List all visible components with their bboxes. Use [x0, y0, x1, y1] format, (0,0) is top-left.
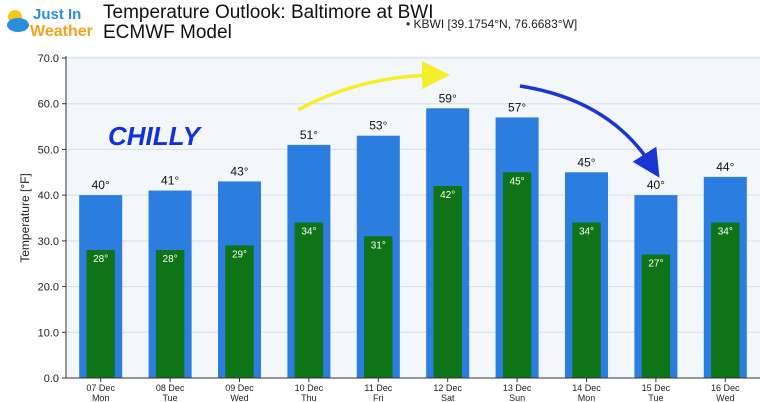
- x-tick-date: 08 Dec: [156, 383, 185, 393]
- x-tick-day: Sun: [509, 393, 525, 402]
- high-value-label: 41°: [161, 174, 179, 188]
- low-bar: [225, 245, 254, 378]
- blue-arrow: [519, 84, 660, 178]
- low-value-label: 28°: [163, 254, 178, 265]
- low-bar: [641, 254, 671, 378]
- x-tick-day: Tue: [163, 393, 178, 402]
- chart-subtitle: ECMWF Model: [103, 22, 232, 43]
- low-value-label: 45°: [510, 176, 525, 187]
- high-value-label: 51°: [300, 128, 318, 142]
- y-tick-label: 20.0: [38, 282, 59, 294]
- low-value-label: 29°: [232, 249, 247, 260]
- logo-text-line2: Weather: [30, 23, 93, 39]
- low-value-label: 31°: [371, 240, 386, 251]
- station-text: KBWI [39.1754°N, 76.6683°W]: [413, 17, 578, 31]
- y-axis-ticks: 0.0 10.0 20.0 30.0 40.0 50.0 60.0 70.0: [38, 53, 66, 385]
- cloud-icon: [7, 18, 29, 32]
- x-tick-day: Thu: [301, 393, 317, 402]
- low-value-label: 34°: [718, 227, 733, 238]
- x-tick-date: 14 Dec: [572, 383, 601, 393]
- station-label: • KBWI [39.1754°N, 76.6683°W]: [406, 17, 578, 31]
- high-value-label: 40°: [647, 178, 665, 192]
- low-bar: [86, 250, 115, 378]
- low-value-label: 28°: [93, 254, 108, 265]
- x-tick-date: 13 Dec: [503, 383, 532, 393]
- high-labels: 40° 41° 43° 51° 53° 59° 57° 45° 40° 44°: [92, 91, 735, 192]
- chart-title: Temperature Outlook: Baltimore at BWI: [103, 2, 434, 23]
- low-bar: [155, 250, 185, 378]
- low-labels: 28° 28° 29° 34° 31° 42° 45° 34° 27° 34°: [93, 176, 733, 269]
- low-bar: [433, 186, 462, 378]
- low-value-label: 27°: [648, 259, 663, 270]
- x-tick-date: 15 Dec: [642, 383, 671, 393]
- x-tick-day: Wed: [230, 393, 248, 402]
- low-value-label: 34°: [301, 227, 316, 238]
- x-tick-day: Mon: [578, 393, 596, 402]
- y-tick-label: 0.0: [44, 373, 59, 385]
- high-value-label: 53°: [369, 119, 387, 133]
- just-in-weather-logo: Just In Weather: [7, 6, 93, 39]
- y-tick-label: 70.0: [38, 53, 59, 65]
- low-bar: [711, 222, 740, 378]
- x-tick-date: 10 Dec: [295, 383, 324, 393]
- high-value-label: 43°: [230, 164, 248, 178]
- x-tick-day: Fri: [373, 393, 384, 402]
- x-tick-day: Mon: [92, 393, 110, 402]
- high-value-label: 40°: [92, 178, 110, 192]
- high-value-label: 44°: [716, 160, 734, 174]
- high-value-label: 57°: [508, 100, 526, 114]
- low-bar: [364, 236, 393, 378]
- low-bars: [86, 172, 740, 378]
- y-tick-label: 10.0: [38, 327, 59, 339]
- low-value-label: 42°: [440, 190, 455, 201]
- x-tick-date: 11 Dec: [364, 383, 392, 393]
- y-tick-label: 40.0: [38, 190, 59, 202]
- y-axis-label: Temperature [°F]: [18, 173, 32, 263]
- low-value-label: 34°: [579, 227, 594, 238]
- yellow-arrow: [297, 61, 450, 112]
- x-tick-date: 09 Dec: [225, 383, 254, 393]
- x-tick-day: Sat: [441, 393, 455, 402]
- logo-text-line1: Just In: [33, 6, 81, 23]
- y-tick-label: 60.0: [38, 99, 59, 111]
- high-value-label: 59°: [439, 91, 457, 105]
- x-tick-day: Wed: [716, 393, 734, 402]
- low-bar: [572, 222, 601, 378]
- x-tick-date: 12 Dec: [433, 383, 462, 393]
- high-value-label: 45°: [577, 155, 595, 169]
- x-tick-day: Tue: [648, 393, 663, 402]
- chilly-annotation: CHILLY: [108, 121, 203, 151]
- y-tick-label: 30.0: [38, 236, 59, 248]
- x-tick-date: 16 Dec: [711, 383, 740, 393]
- x-tick-date: 07 Dec: [86, 383, 115, 393]
- y-tick-label: 50.0: [38, 144, 59, 156]
- low-bar: [294, 222, 324, 378]
- low-bar: [502, 172, 532, 378]
